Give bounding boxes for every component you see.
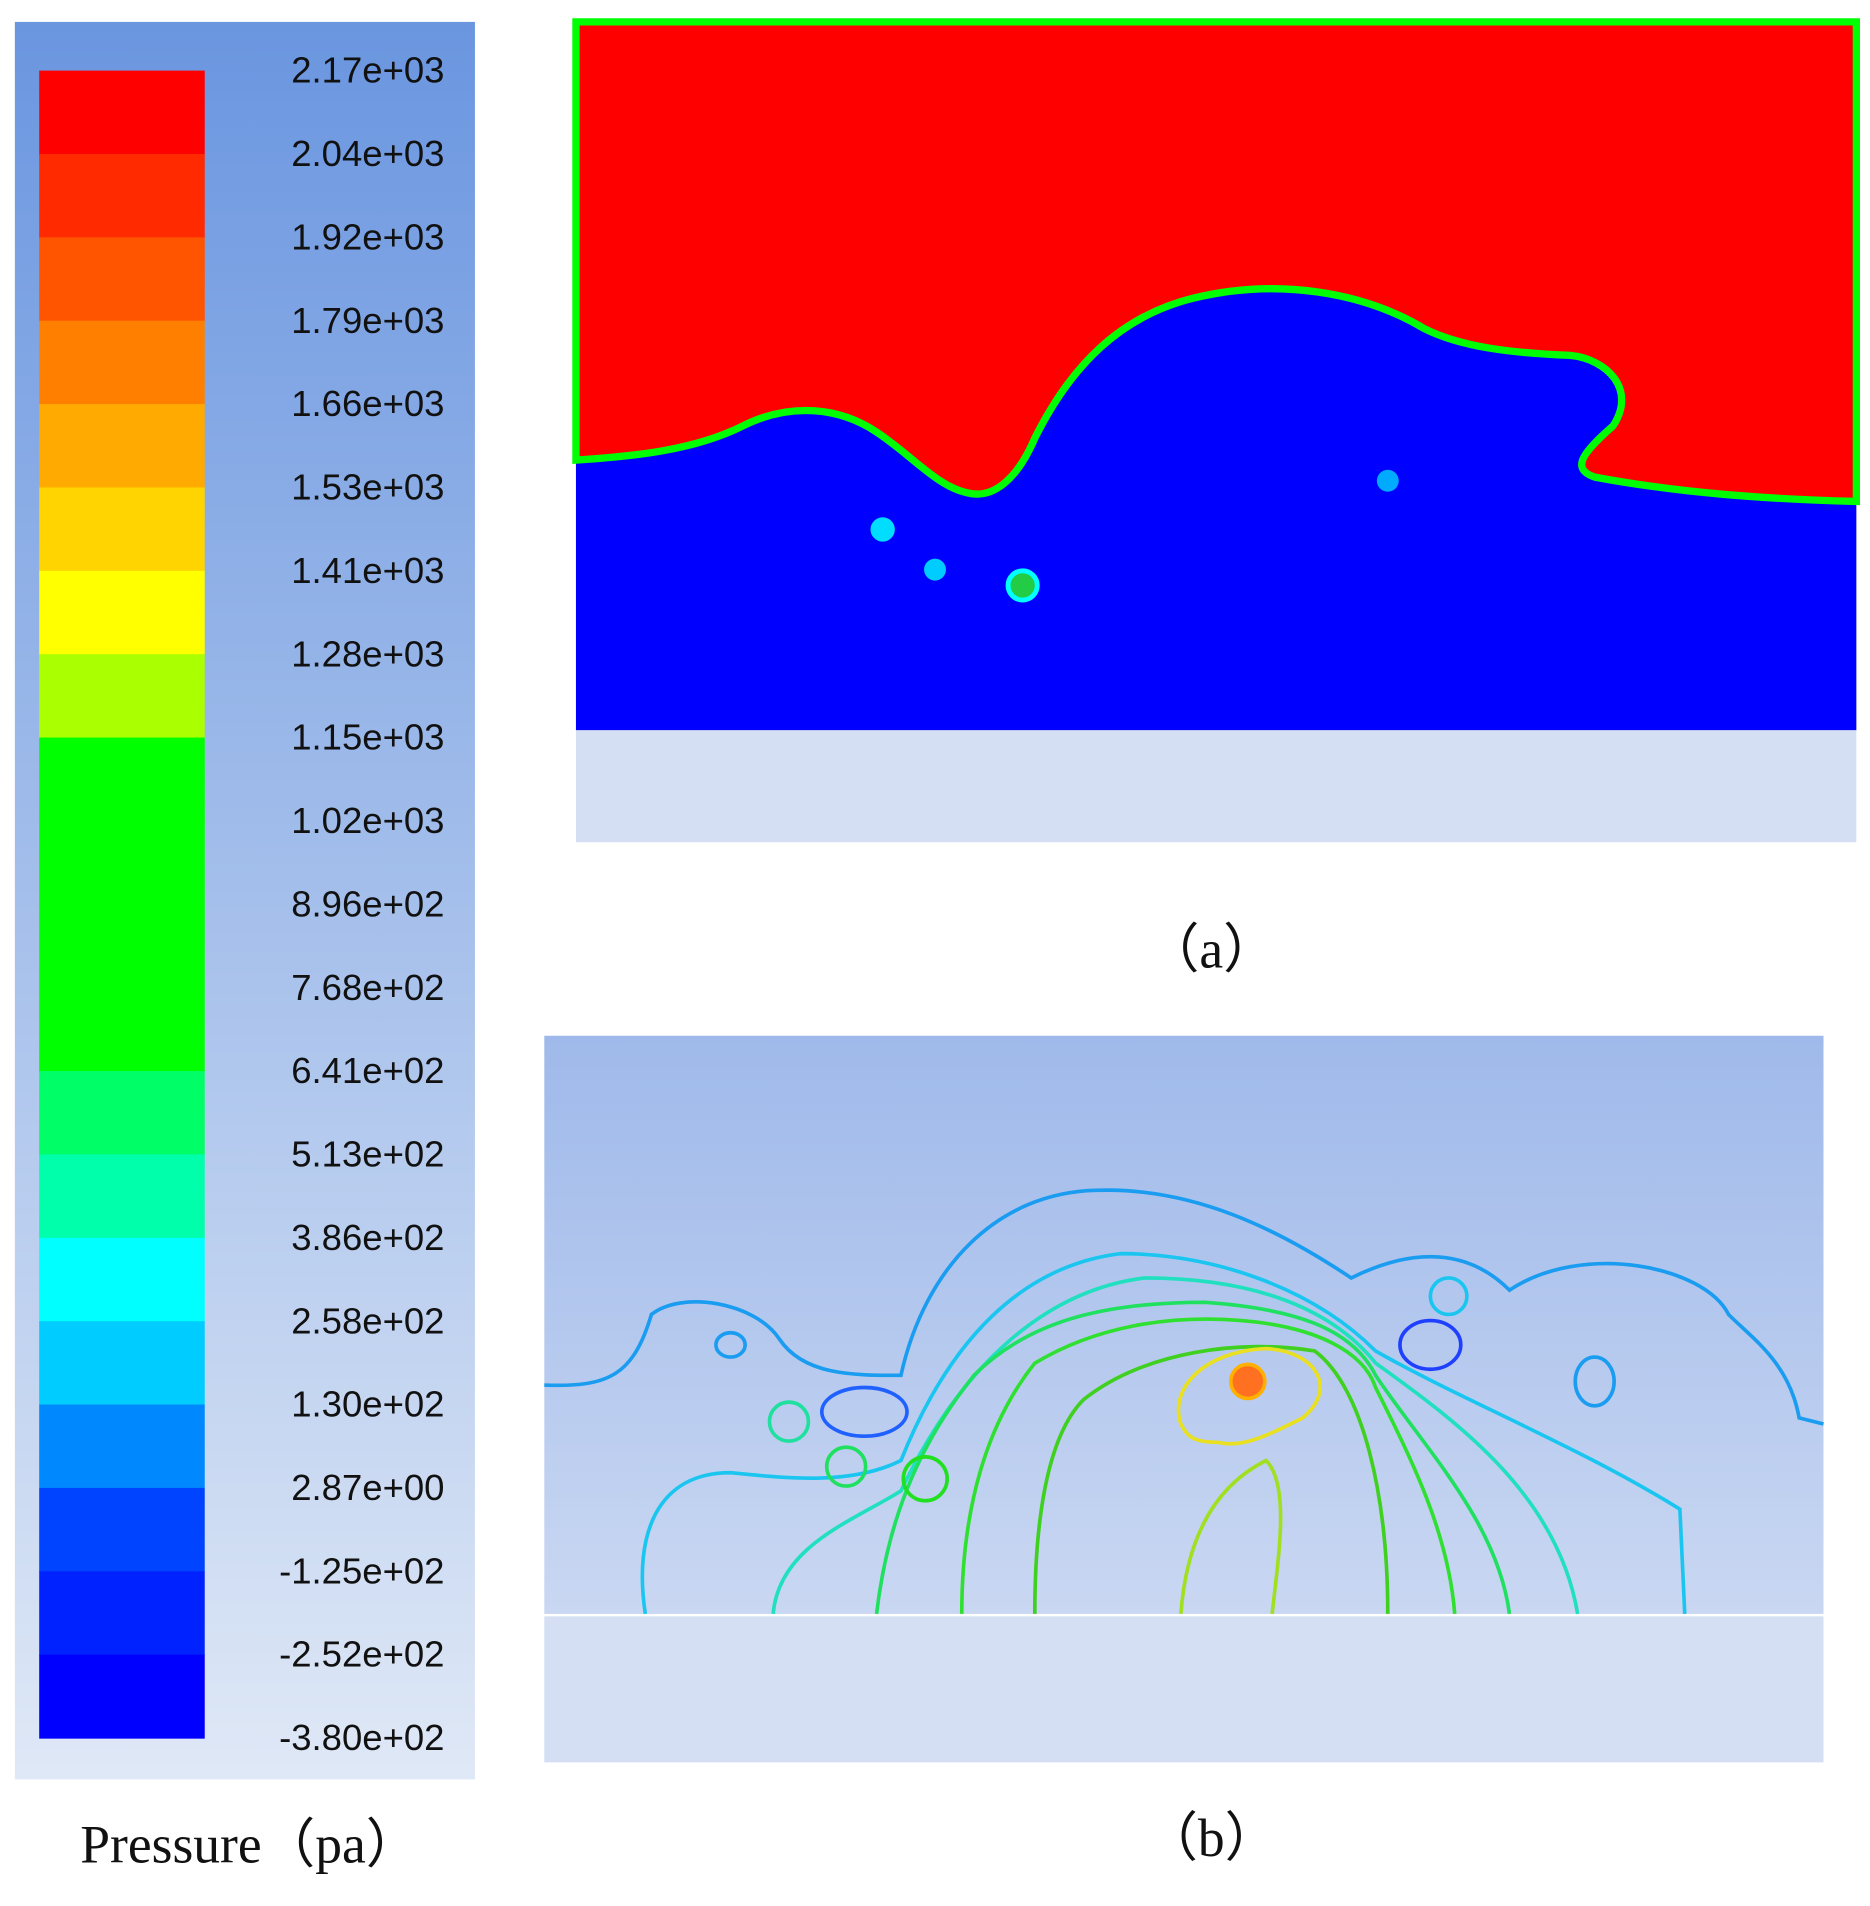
- colorbar-label: 1.15e+03: [291, 717, 444, 758]
- colorbar-label: 1.02e+03: [291, 800, 444, 841]
- colorbar-label: 2.04e+03: [291, 133, 444, 174]
- colorbar-label: 7.68e+02: [291, 967, 444, 1008]
- bubble: [1005, 568, 1040, 603]
- colorbar-label: -2.52e+02: [279, 1634, 444, 1675]
- color-band: [39, 404, 205, 489]
- color-band: [39, 1487, 205, 1572]
- colorbar-label: 8.96e+02: [291, 883, 444, 924]
- contour-line: [1573, 1355, 1616, 1408]
- colorbar-label: 2.87e+00: [291, 1467, 444, 1508]
- contour-line: [714, 1330, 747, 1359]
- color-band: [39, 987, 205, 1072]
- floor: [575, 730, 1857, 843]
- panel-caption: （b）: [1144, 1808, 1278, 1868]
- pressure-peak: [1228, 1362, 1267, 1401]
- color-band: [39, 570, 205, 655]
- colorbar-label: 1.66e+03: [291, 383, 444, 424]
- contour-line: [771, 1276, 1580, 1615]
- bubble-contour: [767, 1400, 811, 1443]
- panel-b: [544, 1035, 1824, 1763]
- bubble: [870, 517, 895, 542]
- contour-line: [1398, 1318, 1463, 1372]
- field: [544, 1035, 1824, 1614]
- colorbar-label: 1.92e+03: [291, 216, 444, 257]
- color-band: [39, 1654, 205, 1739]
- color-band: [39, 737, 205, 822]
- color-band: [39, 904, 205, 989]
- color-band: [39, 1321, 205, 1406]
- color-band: [39, 237, 205, 322]
- colorbar: 2.17e+03 2.04e+03 1.92e+03 1.79e+03 1.66e+03…: [39, 50, 445, 1758]
- color-band: [39, 1071, 205, 1156]
- bubble-contour: [824, 1445, 868, 1488]
- colorbar-label: -3.80e+02: [279, 1717, 444, 1758]
- colorbar-label: 1.53e+03: [291, 467, 444, 508]
- contour-line: [874, 1300, 1512, 1615]
- colorbar-label: 5.13e+02: [291, 1134, 444, 1175]
- air: [572, 18, 1861, 506]
- colorbar-label: 2.58e+02: [291, 1300, 444, 1341]
- color-band: [39, 654, 205, 739]
- color-band: [39, 1237, 205, 1322]
- panel-caption: （a）: [1146, 920, 1277, 980]
- contour-line: [544, 1188, 1824, 1426]
- colorbar-label: 1.79e+03: [291, 300, 444, 341]
- color-band: [39, 70, 205, 155]
- colorbar-label: 3.86e+02: [291, 1217, 444, 1258]
- color-band: [39, 1404, 205, 1489]
- bubble: [1376, 469, 1399, 492]
- contour-line: [640, 1251, 1687, 1615]
- bubble: [924, 558, 946, 581]
- color-band: [39, 153, 205, 238]
- color-band: [39, 1154, 205, 1239]
- color-band: [39, 820, 205, 905]
- panel-a: [572, 18, 1861, 843]
- colorbar-title: Pressure（pa）: [80, 1814, 419, 1874]
- contour-line: [1179, 1458, 1283, 1615]
- contour-line: [819, 1385, 909, 1439]
- colorbar-label: 6.41e+02: [291, 1050, 444, 1091]
- colorbar-label: 2.17e+03: [291, 50, 444, 91]
- colorbar-label: 1.28e+03: [291, 633, 444, 674]
- floor: [544, 1616, 1824, 1763]
- colorbar-label: 1.30e+02: [291, 1384, 444, 1425]
- contour-line: [1428, 1276, 1469, 1317]
- color-band: [39, 1571, 205, 1656]
- bubble-contour: [901, 1455, 949, 1503]
- contour-line: [1176, 1346, 1322, 1446]
- contour-line: [959, 1317, 1457, 1615]
- colorbar-label: 1.41e+03: [291, 550, 444, 591]
- colorbar-label: -1.25e+02: [279, 1550, 444, 1591]
- color-band: [39, 320, 205, 405]
- color-band: [39, 487, 205, 572]
- contour-line: [1032, 1344, 1390, 1614]
